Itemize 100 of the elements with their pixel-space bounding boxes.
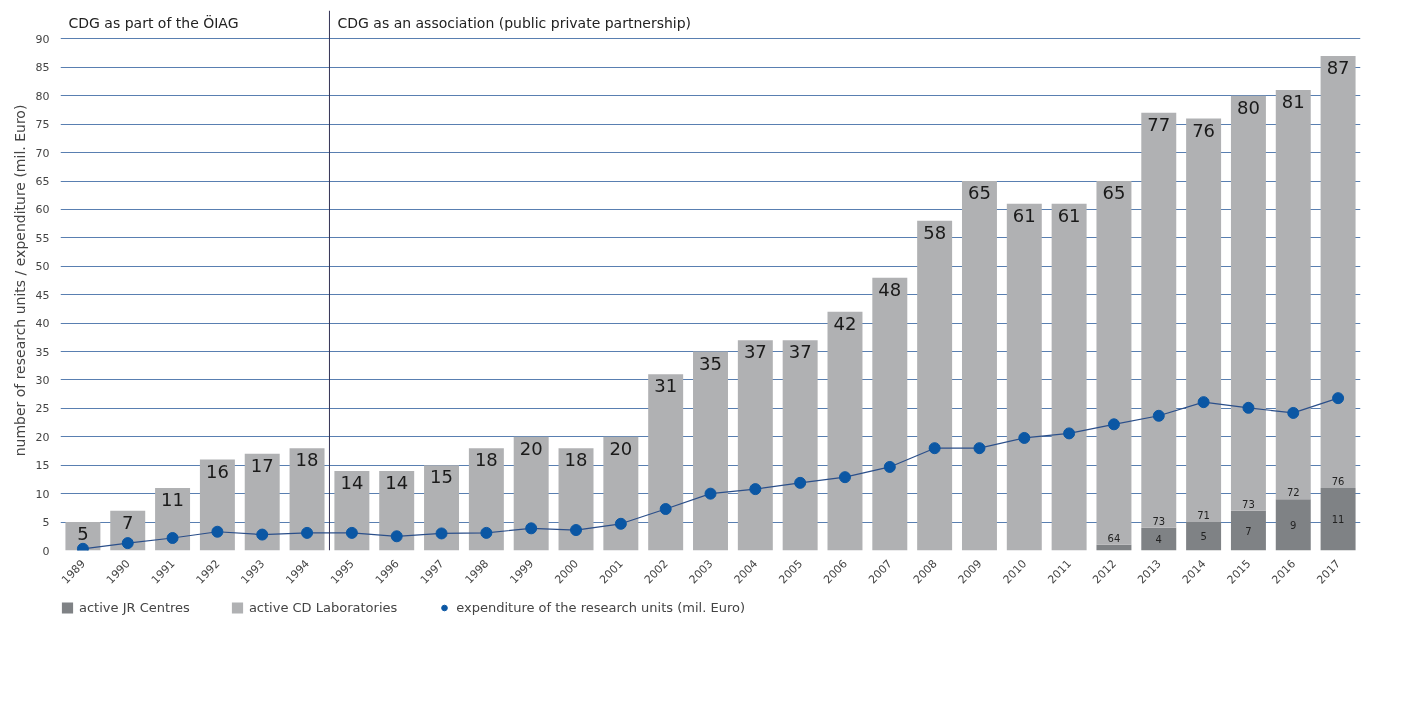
- annotation: CDG as an association (public private partnership): [337, 14, 692, 31]
- total-label: 37: [788, 341, 812, 363]
- bar: [289, 448, 325, 551]
- point: [1063, 427, 1076, 440]
- point: [883, 460, 896, 473]
- data-label: 11: [1331, 514, 1345, 526]
- point: [480, 526, 493, 539]
- y-tick-label: 70: [35, 146, 50, 160]
- point: [928, 442, 941, 455]
- legend-label: active JR Centres: [79, 599, 190, 615]
- total-label: 18: [474, 449, 498, 471]
- bar: [155, 487, 191, 551]
- y-tick-label: 55: [35, 231, 50, 245]
- bar: [917, 220, 953, 551]
- bar: [1230, 95, 1266, 511]
- total-label: 61: [1012, 204, 1036, 226]
- data-label: 72: [1286, 487, 1300, 499]
- point: [1152, 409, 1165, 422]
- point: [749, 483, 762, 496]
- y-axis-title: number of research units / expenditure (mil. Euro): [11, 104, 28, 457]
- data-label: 71: [1197, 510, 1210, 522]
- bar: [1230, 510, 1266, 551]
- bar: [648, 374, 684, 551]
- total-label: 31: [654, 375, 678, 397]
- total-label: 20: [609, 437, 633, 459]
- point: [570, 524, 583, 537]
- point: [345, 526, 358, 539]
- total-label: 80: [1236, 96, 1260, 118]
- point: [1242, 401, 1255, 414]
- bar: [199, 459, 235, 551]
- point: [435, 527, 448, 540]
- bar: [1186, 522, 1222, 551]
- point: [614, 517, 627, 530]
- point: [1107, 418, 1120, 431]
- y-tick-label: 25: [35, 402, 50, 416]
- bar: [872, 277, 908, 551]
- point: [211, 525, 224, 538]
- data-label: 73: [1242, 498, 1255, 510]
- total-label: 18: [295, 449, 319, 471]
- legend-label: expenditure of the research units (mil. Euro): [456, 599, 745, 615]
- total-label: 58: [923, 221, 947, 243]
- point: [704, 487, 717, 500]
- total-label: 15: [430, 466, 453, 488]
- data-label: 64: [1107, 532, 1121, 544]
- point: [1197, 396, 1210, 409]
- bar: [468, 448, 504, 551]
- y-tick-label: 0: [42, 544, 50, 558]
- total-label: 11: [161, 488, 185, 510]
- bar: [1275, 499, 1311, 551]
- y-tick-label: 80: [35, 89, 50, 103]
- bar: [1051, 203, 1087, 551]
- data-label: 73: [1152, 515, 1166, 527]
- point: [301, 526, 314, 539]
- y-tick-label: 40: [35, 317, 50, 331]
- total-label: 48: [878, 278, 902, 300]
- data-label: 76: [1331, 475, 1345, 487]
- total-label: 17: [250, 454, 274, 476]
- total-label: 37: [743, 341, 767, 363]
- point: [1332, 392, 1345, 405]
- bar: [334, 470, 370, 551]
- y-tick-label: 45: [35, 288, 50, 302]
- y-tick-label: 5: [42, 516, 50, 530]
- point: [973, 442, 986, 455]
- data-label: 5: [1200, 531, 1207, 543]
- y-tick-label: 35: [35, 345, 50, 359]
- bar: [1320, 487, 1356, 551]
- y-tick-label: 65: [35, 175, 50, 189]
- bar: [1141, 527, 1177, 551]
- total-label: 14: [385, 471, 409, 493]
- bar: [513, 436, 549, 551]
- point: [525, 522, 538, 535]
- bar: [827, 311, 863, 551]
- y-tick-label: 85: [35, 61, 50, 75]
- y-tick-label: 10: [35, 487, 50, 501]
- annotation: CDG as part of the ÖIAG: [68, 13, 239, 31]
- total-label: 65: [1102, 182, 1126, 204]
- bar: [244, 453, 280, 551]
- y-tick-label: 30: [35, 373, 50, 387]
- point: [1287, 406, 1300, 419]
- y-tick-label: 90: [35, 32, 50, 46]
- bar: [424, 465, 460, 551]
- bar: [379, 470, 415, 551]
- total-label: 5: [77, 523, 89, 545]
- total-label: 76: [1192, 119, 1216, 141]
- bar: [737, 340, 773, 551]
- total-label: 42: [833, 312, 857, 334]
- total-label: 81: [1281, 91, 1305, 113]
- data-label: 4: [1155, 534, 1162, 546]
- data-label: 7: [1245, 525, 1252, 537]
- total-label: 35: [699, 352, 722, 374]
- total-label: 87: [1326, 56, 1350, 78]
- point: [794, 476, 807, 489]
- point: [659, 503, 672, 515]
- data-label: 9: [1290, 519, 1297, 531]
- bar: [1141, 112, 1177, 528]
- bar: [1096, 181, 1132, 545]
- y-tick-label: 15: [35, 459, 50, 473]
- point: [121, 537, 134, 550]
- point: [838, 471, 851, 484]
- bar: [782, 340, 818, 551]
